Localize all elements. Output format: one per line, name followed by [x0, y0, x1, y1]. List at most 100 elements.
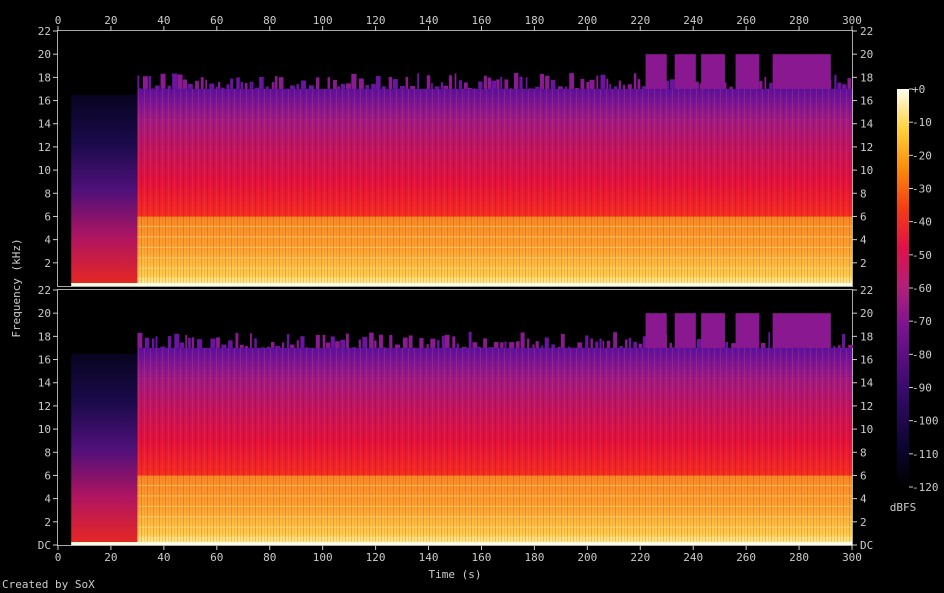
y-tick-label: 20	[38, 307, 51, 320]
spectral-peak	[172, 73, 178, 89]
spectral-peak	[760, 342, 766, 348]
x-tick-label: 160	[472, 551, 492, 564]
spectral-peak	[337, 86, 340, 89]
spectral-peak	[606, 340, 611, 348]
extended-cutoff-segment	[772, 54, 831, 89]
spectral-peak	[444, 334, 450, 348]
extended-cutoff-segment	[701, 313, 725, 348]
spectral-peak	[627, 84, 632, 89]
spectral-peak	[633, 73, 637, 89]
y-tick-label: 12	[860, 141, 873, 154]
spectral-peak	[509, 342, 515, 348]
spectral-peak	[613, 86, 618, 89]
spectral-peak	[308, 85, 314, 89]
spectral-peak	[315, 334, 320, 348]
spectral-peak	[448, 75, 452, 89]
spectral-peak	[254, 87, 260, 89]
spectral-peak	[179, 342, 185, 348]
spectral-peak	[215, 86, 218, 89]
spectral-peak	[228, 340, 233, 348]
spectral-peak	[325, 342, 331, 348]
spectral-peak	[340, 339, 346, 348]
spectral-peak	[699, 83, 703, 89]
y-tick-label: 2	[860, 257, 867, 270]
y-tick-label: 6	[860, 469, 867, 482]
spectral-peak	[379, 334, 384, 348]
y-axis-title: Frequency (kHz)	[10, 238, 23, 337]
y-tick-label: 6	[860, 210, 867, 223]
y-tick-label: 22	[860, 284, 873, 297]
y-tick-label: 8	[44, 187, 51, 200]
spectral-peak	[725, 342, 728, 348]
spectral-peak	[330, 336, 335, 348]
spectral-peak	[333, 80, 337, 89]
spectral-peak	[838, 345, 841, 348]
spectral-peak	[358, 339, 361, 348]
spectral-peak	[586, 82, 590, 89]
spectral-peak	[500, 342, 504, 348]
y-tick-label: 6	[44, 469, 51, 482]
spectral-peak	[144, 337, 150, 348]
spectral-peak	[462, 346, 467, 348]
spectral-peak	[642, 86, 647, 89]
spectral-peak	[515, 341, 520, 348]
spectral-peak	[696, 339, 703, 348]
spectral-peak	[351, 73, 357, 89]
spectral-peak	[590, 338, 593, 348]
spectral-peak	[768, 332, 770, 348]
spectral-peak	[557, 346, 561, 348]
spectral-peak	[580, 78, 585, 89]
spectral-peak	[335, 341, 340, 348]
channel-1-frame	[57, 30, 853, 287]
colorbar-tick-label: -10	[912, 116, 932, 129]
x-tick-label: 160	[472, 14, 492, 27]
spectral-peak	[327, 77, 331, 89]
y-tick-label: 22	[860, 25, 873, 38]
spectral-peak	[477, 346, 481, 348]
spectral-peak	[525, 77, 528, 89]
x-tick-label: 180	[524, 14, 544, 27]
x-tick-label: 120	[366, 14, 386, 27]
x-tick-label: 100	[313, 14, 333, 27]
y-tick-label: 20	[38, 48, 51, 61]
spectral-peak	[402, 337, 408, 348]
harmonic-line	[137, 267, 852, 269]
x-tick-label: 0	[55, 14, 62, 27]
spectral-peak	[375, 76, 381, 89]
spectral-peak	[622, 84, 626, 89]
spectral-peak	[185, 335, 188, 348]
spectral-peak	[724, 82, 727, 89]
x-tick-label: 220	[630, 14, 650, 27]
x-tick-label: 240	[683, 551, 703, 564]
spectral-peak	[221, 344, 227, 348]
y-tick-label: 10	[860, 423, 873, 436]
spectral-peak	[440, 82, 444, 89]
spectral-peak	[296, 340, 299, 348]
spectral-peak	[400, 86, 405, 89]
spectral-peak	[520, 332, 525, 348]
spectral-peak	[609, 84, 612, 89]
colorbar-tick-label: -30	[912, 183, 932, 196]
extended-cutoff-segment	[701, 54, 725, 89]
colorbar-tick-label: -90	[912, 382, 932, 395]
spectral-peak	[251, 81, 254, 89]
spectral-peak	[345, 333, 349, 348]
spectral-peak	[545, 75, 550, 89]
y-tick-label: 18	[860, 71, 873, 84]
spectral-peak	[454, 73, 457, 89]
spectral-peak	[281, 342, 285, 348]
spectral-peak	[472, 342, 478, 348]
colorbar-tick-label: -20	[912, 149, 932, 162]
spectral-peak	[236, 77, 240, 89]
spectral-peak	[435, 86, 440, 89]
spectral-peak	[504, 79, 509, 89]
spectral-peak	[155, 336, 158, 348]
spectral-peak	[842, 334, 846, 348]
spectral-peak	[389, 335, 393, 348]
extended-cutoff-segment	[645, 54, 667, 89]
spectral-peak	[371, 83, 376, 89]
colorbar-tick-label: -40	[912, 216, 932, 229]
y-tick-label: 18	[38, 330, 51, 343]
spectral-peak	[226, 84, 230, 89]
spectral-peak	[216, 337, 220, 348]
